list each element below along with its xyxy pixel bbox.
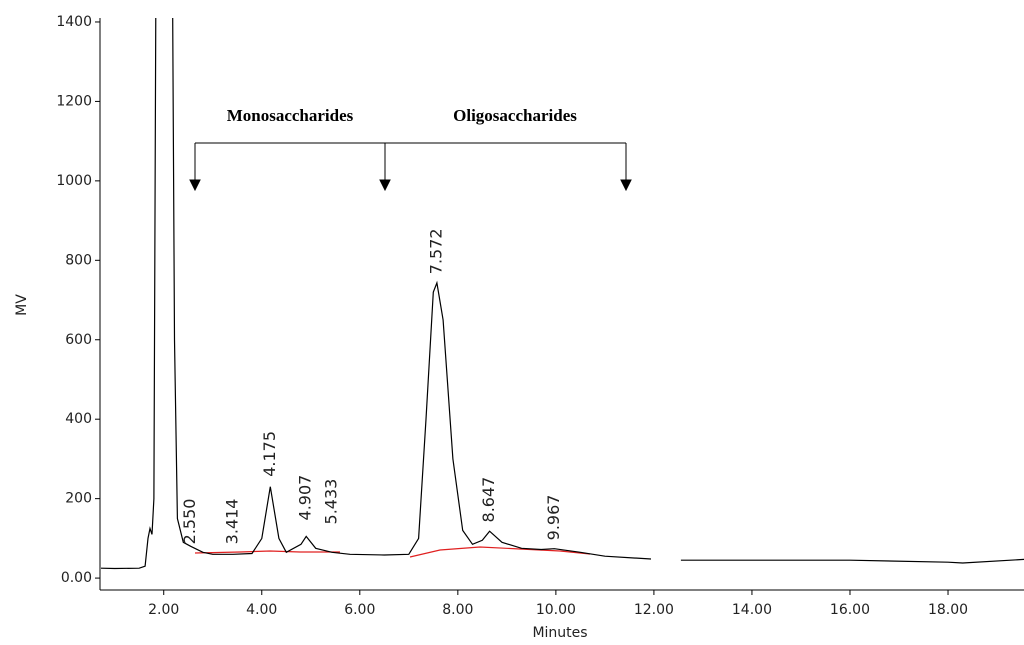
x-tick-label: 4.00 [246,602,277,618]
group-brackets [189,142,632,192]
y-tick-label: 1400 [56,14,92,30]
y-tick-label: 200 [65,491,92,507]
annotation: Oligosaccharides [453,106,577,125]
peak-label: 2.550 [180,499,199,545]
x-tick-label: 2.00 [148,602,179,618]
peak-label: 9.967 [544,495,563,541]
integration-baseline [194,546,591,558]
peak-label: 4.175 [260,431,279,477]
x-tick-label: 16.00 [830,602,870,618]
peak-label: 7.572 [426,228,445,274]
trace [100,18,1024,570]
annotation: Monosaccharides [227,106,354,125]
x-tick-label: 12.00 [634,602,674,618]
y-tick-label: 400 [65,411,92,427]
peak-label: 8.647 [479,477,498,523]
plot-area [100,18,1024,570]
peak-label: 5.433 [322,479,341,525]
x-tick-label: 18.00 [928,602,968,618]
peak-label: 3.414 [223,499,242,545]
x-tick-label: 6.00 [344,602,375,618]
y-tick-label: 0.00 [61,570,92,586]
peak-label: 4.907 [296,475,315,521]
y-axis-title: MV [14,294,30,316]
y-tick-label: 800 [65,252,92,268]
x-tick-label: 10.00 [536,602,576,618]
y-tick-label: 600 [65,332,92,348]
x-axis-title: Minutes [532,625,587,641]
y-tick-label: 1200 [56,93,92,109]
x-tick-label: 8.00 [442,602,473,618]
x-tick-label: 14.00 [732,602,772,618]
y-tick-label: 1000 [56,173,92,189]
